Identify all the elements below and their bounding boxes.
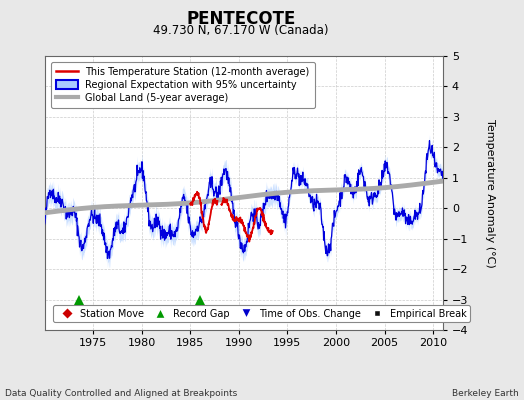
Legend: Station Move, Record Gap, Time of Obs. Change, Empirical Break: Station Move, Record Gap, Time of Obs. C… [53, 305, 470, 322]
Text: 49.730 N, 67.170 W (Canada): 49.730 N, 67.170 W (Canada) [154, 24, 329, 37]
Y-axis label: Temperature Anomaly (°C): Temperature Anomaly (°C) [485, 119, 495, 267]
Text: Data Quality Controlled and Aligned at Breakpoints: Data Quality Controlled and Aligned at B… [5, 389, 237, 398]
Text: Berkeley Earth: Berkeley Earth [452, 389, 519, 398]
Text: PENTECOTE: PENTECOTE [187, 10, 296, 28]
